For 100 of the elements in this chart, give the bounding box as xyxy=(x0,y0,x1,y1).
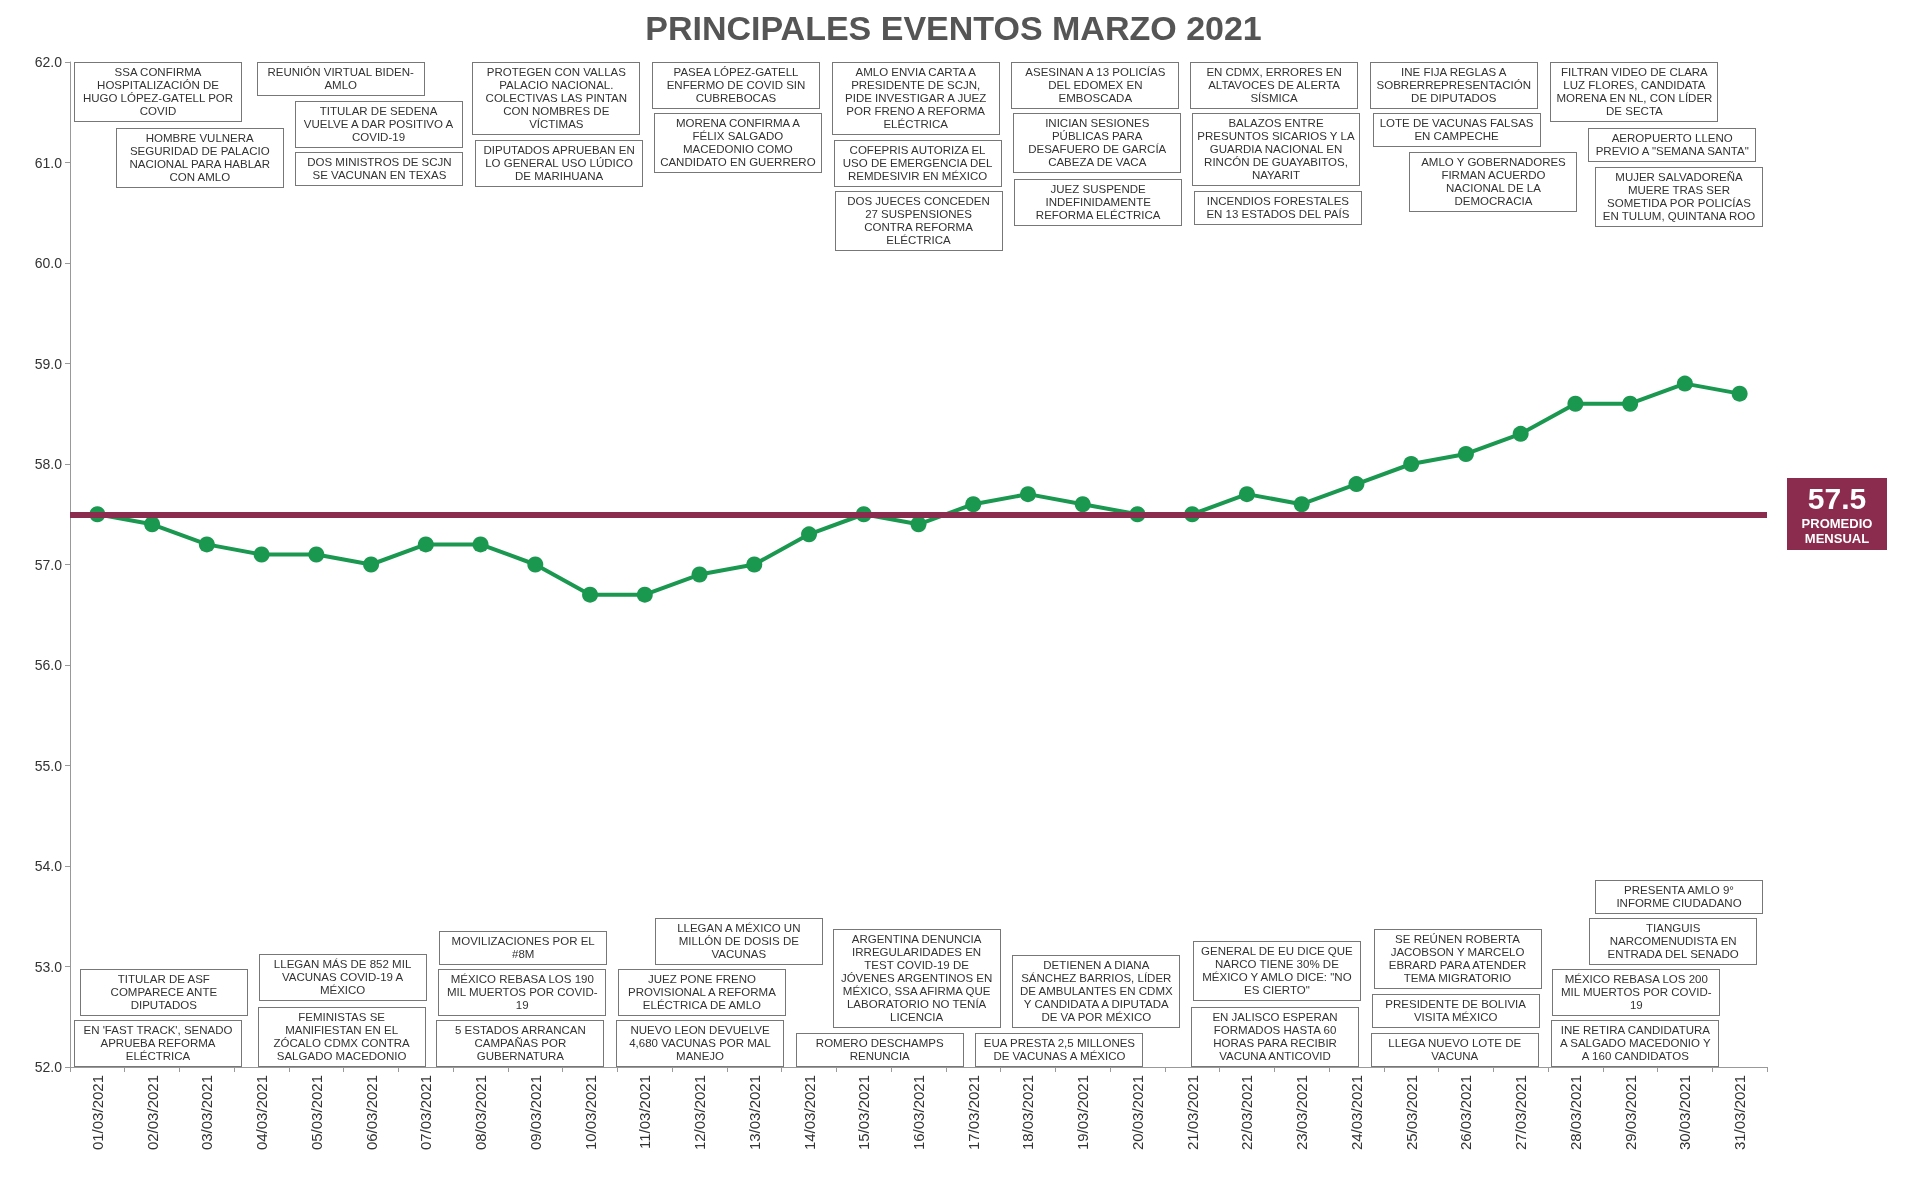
note-box: MORENA CONFIRMA A FÉLIX SALGADO MACEDONIO COMO CANDIDATO EN GUERRERO xyxy=(653,113,822,173)
note-box: FEMINISTAS SE MANIFIESTAN EN EL ZÓCALO CDMX CONTRA SALGADO MACEDONIO xyxy=(257,1007,426,1067)
y-tick-label: 56.0 xyxy=(34,657,63,673)
x-tick-label: 26/03/2021 xyxy=(1457,1075,1475,1151)
note-box: PRESENTA AMLO 9° INFORME CIUDADANO xyxy=(1595,880,1763,914)
note-box: EUA PRESTA 2,5 MILLONES DE VACUNAS A MÉXICO xyxy=(975,1033,1144,1067)
x-tick-label: 12/03/2021 xyxy=(691,1075,709,1151)
x-tick-label: 06/03/2021 xyxy=(362,1075,380,1151)
note-box: INE FIJA REGLAS A SOBRERREPRESENTACIÓN DE DIPUTADOS xyxy=(1369,62,1538,109)
point xyxy=(910,516,927,533)
x-tick-label: 08/03/2021 xyxy=(472,1075,490,1151)
note-box: DETIENEN A DIANA SÁNCHEZ BARRIOS, LÍDER DE AMBULANTES EN CDMX Y CANDIDATA A DIPUTADA DE VA POR MÉXICO xyxy=(1012,955,1181,1028)
point xyxy=(527,556,544,573)
note-box: LOTE DE VACUNAS FALSAS EN CAMPECHE xyxy=(1372,113,1541,147)
y-tick-label: 52.0 xyxy=(34,1059,63,1075)
ref-line-label: 57.5 PROMEDIO MENSUAL xyxy=(1800,482,1874,547)
note-box: EN 'FAST TRACK', SENADO APRUEBA REFORMA ELÉCTRICA xyxy=(74,1020,242,1067)
note-box: MUJER SALVADOREÑA MUERE TRAS SER SOMETIDA POR POLICÍAS EN TULUM, QUINTANA ROO xyxy=(1595,167,1763,227)
point xyxy=(746,556,763,573)
note-box: 5 ESTADOS ARRANCAN CAMPAÑAS POR GUBERNATURA xyxy=(436,1020,605,1067)
x-tick-label: 24/03/2021 xyxy=(1347,1075,1365,1151)
x-tick-label: 20/03/2021 xyxy=(1128,1075,1146,1151)
x-tick-label: 30/03/2021 xyxy=(1676,1075,1694,1151)
point xyxy=(417,536,434,553)
note-box: MOVILIZACIONES POR EL #8M xyxy=(439,931,608,965)
point xyxy=(253,546,270,563)
y-tick-label: 53.0 xyxy=(34,958,63,975)
point xyxy=(198,536,215,553)
x-tick-label: 28/03/2021 xyxy=(1566,1075,1584,1151)
x-tick-label: 01/03/2021 xyxy=(88,1075,106,1151)
note-box: PASEA LÓPEZ-GATELL ENFERMO DE COVID SIN CUBREBOCAS xyxy=(652,62,820,109)
note-box: TIANGUIS NARCOMENUDISTA EN ENTRADA DEL SENADO xyxy=(1589,918,1758,965)
point xyxy=(1020,486,1036,503)
note-box: PROTEGEN CON VALLAS PALACIO NACIONAL. COLECTIVAS LAS PINTAN CON NOMBRES DE VÍCTIMAS xyxy=(472,62,641,135)
note-box: BALAZOS ENTRE PRESUNTOS SICARIOS Y LA GUARDIA NACIONAL EN RINCÓN DE GUAYABITOS, NAYARIT xyxy=(1192,113,1360,186)
note-box: ROMERO DESCHAMPS RENUNCIA xyxy=(795,1033,964,1067)
note-box: MÉXICO REBASA LOS 200 MIL MUERTOS POR COVID-19 xyxy=(1552,969,1721,1016)
note-box: TITULAR DE SEDENA VUELVE A DAR POSITIVO A COVID-19 xyxy=(294,101,463,148)
note-box: HOMBRE VULNERA SEGURIDAD DE PALACIO NACIONAL PARA HABLAR CON AMLO xyxy=(115,128,284,188)
note-box: ARGENTINA DENUNCIA IRREGULARIDADES EN TEST COVID-19 DE JÓVENES ARGENTINOS EN MÉXICO, SSA AFIRMA QUE LABORATORIO NO TENÍA LICENCIA xyxy=(832,929,1001,1028)
chart-title: PRINCIPALES EVENTOS MARZO 2021 xyxy=(645,9,1262,47)
x-tick-label: 04/03/2021 xyxy=(253,1075,271,1151)
note-box: INICIAN SESIONES PÚBLICAS PARA DESAFUERO DE GARCÍA CABEZA DE VACA xyxy=(1013,113,1182,173)
note-box: INCENDIOS FORESTALES EN 13 ESTADOS DEL PAÍS xyxy=(1193,191,1362,225)
note-box: DOS JUECES CONCEDEN 27 SUSPENSIONES CONTRA REFORMA ELÉCTRICA xyxy=(834,191,1003,251)
y-tick-label: 54.0 xyxy=(34,858,63,874)
note-box: LLEGAN A MÉXICO UN MILLÓN DE DOSIS DE VACUNAS xyxy=(654,918,823,965)
x-tick-label: 27/03/2021 xyxy=(1512,1075,1530,1151)
note-box: NUEVO LEON DEVUELVE 4,680 VACUNAS POR MAL MANEJO xyxy=(616,1020,785,1067)
y-tick-label: 61.0 xyxy=(34,154,63,171)
note-box: SE REÚNEN ROBERTA JACOBSON Y MARCELO EBRARD PARA ATENDER TEMA MIGRATORIO xyxy=(1373,929,1542,989)
point xyxy=(965,496,982,513)
note-box: DOS MINISTROS DE SCJN SE VACUNAN EN TEXAS xyxy=(295,152,464,186)
x-tick-label: 18/03/2021 xyxy=(1019,1075,1037,1151)
note-box: PRESIDENTE DE BOLIVIA VISITA MÉXICO xyxy=(1371,994,1540,1028)
note-box: COFEPRIS AUTORIZA EL USO DE EMERGENCIA DEL REMDESIVIR EN MÉXICO xyxy=(833,140,1002,187)
point xyxy=(1512,425,1529,442)
note-box: AMLO Y GOBERNADORES FIRMAN ACUERDO NACIONAL DE LA DEMOCRACIA xyxy=(1409,152,1578,212)
point xyxy=(582,586,599,603)
point xyxy=(1238,486,1255,503)
note-box: AMLO ENVIA CARTA A PRESIDENTE DE SCJN, PIDE INVESTIGAR A JUEZ POR FRENO A REFORMA ELÉCTRICA xyxy=(831,62,1000,135)
point xyxy=(1731,385,1748,402)
point xyxy=(363,556,380,573)
point xyxy=(1457,445,1474,462)
point xyxy=(472,536,489,553)
point xyxy=(1074,496,1091,513)
note-box: LLEGAN MÁS DE 852 MIL VACUNAS COVID-19 A MÉXICO xyxy=(258,954,427,1001)
note-box: SSA CONFIRMA HOSPITALIZACIÓN DE HUGO LÓPEZ-GATELL POR COVID xyxy=(74,62,242,122)
x-tick-label: 22/03/2021 xyxy=(1238,1075,1256,1151)
note-box: INE RETIRA CANDIDATURA A SALGADO MACEDONIO Y A 160 CANDIDATOS xyxy=(1551,1020,1720,1067)
point xyxy=(1348,476,1365,493)
y-tick-label: 62.0 xyxy=(34,54,63,70)
x-tick-label: 16/03/2021 xyxy=(910,1075,927,1151)
point xyxy=(1293,496,1310,513)
point xyxy=(801,526,818,543)
note-box: TITULAR DE ASF COMPARECE ANTE DIPUTADOS xyxy=(79,969,248,1016)
y-tick-label: 59.0 xyxy=(34,355,63,372)
x-tick-label: 29/03/2021 xyxy=(1621,1075,1639,1151)
x-tick-label: 31/03/2021 xyxy=(1731,1075,1749,1151)
point xyxy=(1676,375,1693,392)
note-box: AEROPUERTO LLENO PREVIO A "SEMANA SANTA" xyxy=(1588,128,1757,162)
point xyxy=(144,516,161,533)
note-box: JUEZ SUSPENDE INDEFINIDAMENTE REFORMA ELÉCTRICA xyxy=(1014,179,1183,226)
note-box: MÉXICO REBASA LOS 190 MIL MUERTOS POR COVID-19 xyxy=(438,969,607,1016)
note-box: FILTRAN VIDEO DE CLARA LUZ FLORES, CANDIDATA MORENA EN NL, CON LÍDER DE SECTA xyxy=(1550,62,1719,122)
x-tick-label: 10/03/2021 xyxy=(581,1075,599,1151)
x-tick-label: 14/03/2021 xyxy=(800,1075,818,1151)
x-tick-label: 02/03/2021 xyxy=(143,1075,161,1151)
x-tick-label: 13/03/2021 xyxy=(745,1075,763,1151)
x-tick-label: 11/03/2021 xyxy=(636,1075,654,1149)
note-box: GENERAL DE EU DICE QUE NARCO TIENE 30% DE MÉXICO Y AMLO DICE: "NO ES CIERTO" xyxy=(1192,941,1361,1001)
note-box: ASESINAN A 13 POLICÍAS DEL EDOMEX EN EMBOSCADA xyxy=(1011,62,1180,109)
point xyxy=(1403,456,1420,472)
x-tick-label: 23/03/2021 xyxy=(1293,1075,1311,1151)
note-box: JUEZ PONE FRENO PROVISIONAL A REFORMA ELÉCTRICA DE AMLO xyxy=(617,969,786,1016)
x-tick-label: 09/03/2021 xyxy=(526,1075,544,1151)
point xyxy=(691,566,708,583)
y-tick-label: 55.0 xyxy=(34,757,63,774)
point xyxy=(308,546,325,563)
x-tick-label: 21/03/2021 xyxy=(1183,1075,1201,1151)
